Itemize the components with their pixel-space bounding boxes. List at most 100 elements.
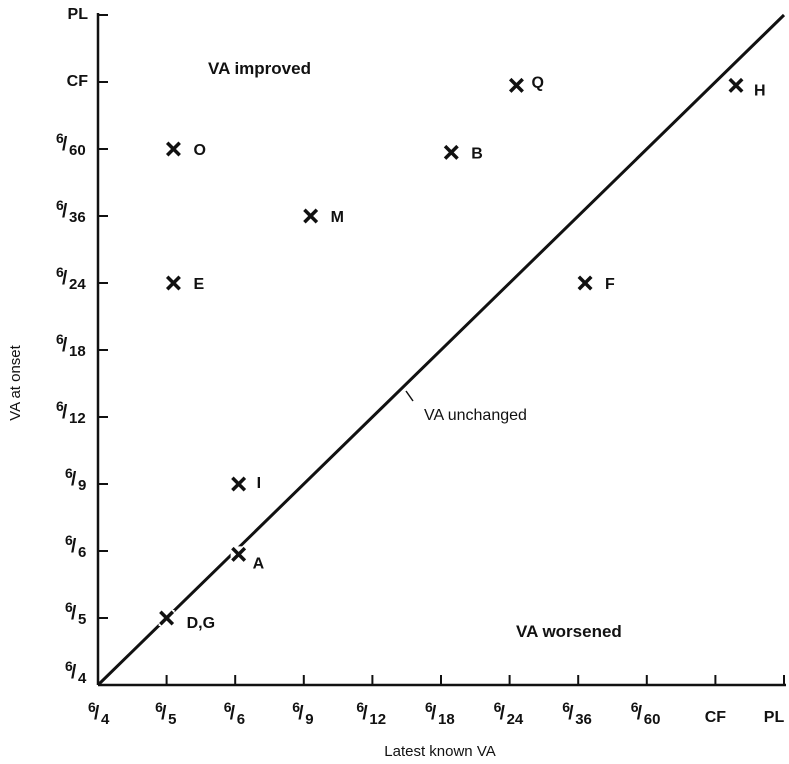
x-tick-label: 6/5: [155, 699, 176, 728]
point-label: H: [754, 82, 766, 99]
reference-line-label: VA unchanged: [424, 407, 527, 424]
x-tick-num: 6: [562, 699, 570, 715]
data-point: A: [230, 546, 265, 572]
y-tick-label: 6/6: [65, 532, 86, 561]
x-tick-text: PL: [764, 709, 785, 726]
x-tick-num: 6: [425, 699, 433, 715]
x-tick-den: 9: [305, 711, 313, 728]
x-axis-title: Latest known VA: [384, 743, 495, 760]
y-tick-num: 6: [56, 264, 64, 280]
point-marker: [159, 610, 175, 626]
y-tick-num: 6: [65, 465, 73, 481]
x-tick-den: 18: [438, 711, 455, 728]
y-tick-den: 4: [78, 670, 87, 687]
x-tick-label: CF: [705, 709, 727, 726]
y-tick-label: PL: [68, 6, 89, 23]
x-tick-slash: /: [500, 703, 506, 724]
point-marker: [508, 77, 524, 93]
y-tick-text: PL: [68, 6, 89, 23]
point-label: O: [193, 142, 205, 159]
data-point: M: [302, 208, 344, 226]
point-label: B: [471, 145, 483, 162]
y-tick-label: 6/9: [65, 465, 86, 494]
point-marker: [231, 546, 247, 562]
point-label: E: [193, 276, 204, 293]
y-tick-label: 6/4: [65, 658, 87, 687]
region-label-worsened: VA worsened: [516, 622, 622, 641]
point-label: M: [331, 209, 344, 226]
x-tick-den: 24: [507, 711, 524, 728]
data-points: O E I A D,G M B Q F H: [158, 74, 766, 632]
y-tick-num: 6: [65, 599, 73, 615]
y-tick-slash: /: [62, 335, 68, 356]
x-tick-label: 6/12: [356, 699, 386, 728]
y-tick-num: 6: [65, 532, 73, 548]
x-tick-den: 12: [369, 711, 386, 728]
y-tick-slash: /: [62, 134, 68, 155]
x-tick-num: 6: [356, 699, 364, 715]
region-label-improved: VA improved: [208, 59, 311, 78]
y-tick-den: 5: [78, 611, 86, 628]
y-tick-slash: /: [62, 268, 68, 289]
x-tick-slash: /: [637, 703, 643, 724]
x-tick-num: 6: [292, 699, 300, 715]
data-point: B: [443, 144, 483, 162]
point-marker: [443, 144, 459, 160]
y-tick-label: 6/60: [56, 130, 86, 159]
data-point: H: [727, 77, 766, 99]
x-tick-den: 6: [237, 711, 245, 728]
x-tick-den: 60: [644, 711, 661, 728]
point-label: Q: [531, 74, 543, 91]
x-tick-label: 6/18: [425, 699, 455, 728]
x-tick-label: 6/4: [88, 699, 110, 728]
point-marker: [577, 275, 593, 291]
point-marker: [165, 275, 181, 291]
x-tick-label: 6/24: [494, 699, 524, 728]
x-tick-slash: /: [431, 703, 437, 724]
point-marker: [728, 77, 744, 93]
data-point: D,G: [158, 610, 215, 632]
y-tick-label: 6/36: [56, 197, 86, 226]
y-tick-den: 36: [69, 209, 86, 226]
x-tick-den: 36: [575, 711, 592, 728]
y-tick-slash: /: [71, 603, 77, 624]
x-tick-num: 6: [88, 699, 96, 715]
y-tick-slash: /: [62, 201, 68, 222]
y-tick-label: 6/24: [56, 264, 86, 293]
x-tick-text: CF: [705, 709, 727, 726]
x-tick-label: 6/60: [631, 699, 661, 728]
y-tick-num: 6: [56, 130, 64, 146]
data-point: E: [165, 275, 204, 293]
y-tick-label: 6/12: [56, 398, 86, 427]
point-marker: [303, 208, 319, 224]
y-tick-slash: /: [71, 662, 77, 683]
x-tick-label: 6/6: [224, 699, 245, 728]
y-tick-den: 12: [69, 410, 86, 427]
reference-line-group: VA unchanged: [96, 13, 786, 687]
point-marker: [231, 476, 247, 492]
y-tick-den: 9: [78, 477, 86, 494]
y-tick-label: 6/5: [65, 599, 86, 628]
y-tick-label: 6/18: [56, 331, 86, 360]
y-tick-num: 6: [56, 398, 64, 414]
point-marker: [165, 141, 181, 157]
y-tick-den: 60: [69, 142, 86, 159]
x-tick-slash: /: [230, 703, 236, 724]
point-label: I: [257, 475, 261, 492]
y-tick-num: 6: [65, 658, 73, 674]
x-tick-label: 6/9: [292, 699, 313, 728]
y-tick-den: 6: [78, 544, 86, 561]
x-tick-num: 6: [631, 699, 639, 715]
data-point: F: [577, 275, 615, 293]
y-tick-slash: /: [71, 536, 77, 557]
reference-line: [96, 13, 786, 687]
x-tick-den: 5: [168, 711, 176, 728]
y-tick-slash: /: [62, 402, 68, 423]
x-tick-num: 6: [224, 699, 232, 715]
reference-leader: [405, 390, 414, 402]
point-label: A: [253, 555, 265, 572]
y-tick-text: CF: [67, 73, 89, 90]
x-tick-slash: /: [298, 703, 304, 724]
x-tick-label: 6/36: [562, 699, 592, 728]
y-tick-label: CF: [67, 73, 89, 90]
